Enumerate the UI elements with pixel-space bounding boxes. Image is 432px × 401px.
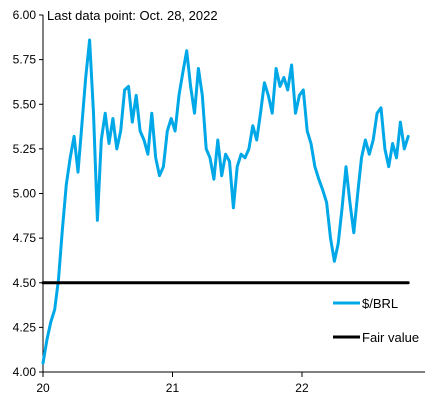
x-tick-label: 21: [166, 381, 180, 395]
y-tick-label: 5.25: [13, 142, 37, 156]
y-tick-label: 5.50: [13, 97, 37, 111]
legend-label: $/BRL: [362, 296, 398, 311]
y-tick-label: 5.00: [13, 187, 37, 201]
x-axis: 20 21 22: [36, 371, 425, 395]
x-tick-label: 20: [36, 381, 50, 395]
y-tick-label: 4.25: [13, 320, 37, 334]
y-tick-label: 4.00: [13, 365, 37, 379]
x-tick-label: 22: [295, 381, 309, 395]
usd-brl-series-line: [41, 38, 410, 365]
last-data-point-annotation: Last data point: Oct. 28, 2022: [47, 8, 218, 23]
y-tick-label: 5.75: [13, 53, 37, 67]
y-tick-label: 4.50: [13, 276, 37, 290]
legend: $/BRL Fair value: [333, 296, 419, 345]
y-tick-label: 6.00: [13, 8, 37, 22]
series-layer: [41, 38, 410, 365]
legend-label: Fair value: [362, 330, 419, 345]
y-axis: 4.00 4.25 4.50 4.75 5.00 5.25 5.50 5.75 6.00: [13, 8, 44, 379]
y-tick-label: 4.75: [13, 231, 37, 245]
